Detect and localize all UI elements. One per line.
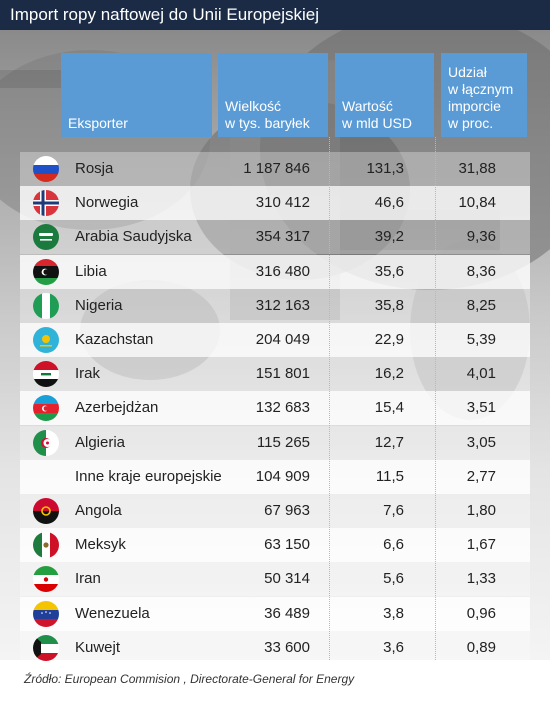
volume-value: 104 909 <box>255 467 310 485</box>
value-usd: 35,6 <box>374 262 404 280</box>
share-percent: 1,33 <box>466 570 496 588</box>
share-percent: 4,01 <box>466 365 496 383</box>
value-usd: 5,6 <box>383 570 404 588</box>
table-row: Meksyk 63 150 6,6 1,67 <box>20 528 530 563</box>
value-usd: 6,6 <box>383 536 404 554</box>
kuwait-flag-icon <box>33 634 59 661</box>
value-usd: 22,9 <box>374 331 404 348</box>
saudi-arabia-flag-icon <box>33 224 59 251</box>
volume-value: 1 187 846 <box>243 160 310 177</box>
norway-flag-icon <box>33 190 59 217</box>
table-row: Kuwejt 33 600 3,6 0,89 <box>20 630 530 665</box>
column-divider <box>329 137 330 660</box>
share-percent: 3,51 <box>466 399 496 417</box>
country-name: Azerbejdżan <box>75 399 159 417</box>
table-row: Norwegia 310 412 46,6 10,84 <box>20 186 530 221</box>
share-percent: 2,77 <box>466 467 496 485</box>
volume-value: 312 163 <box>255 296 310 314</box>
table-row: Libia 316 480 35,6 8,36 <box>20 254 530 289</box>
header-value: Wartość w mld USD <box>335 53 434 137</box>
header-exporter: Eksporter <box>61 53 212 137</box>
volume-value: 63 150 <box>264 536 310 554</box>
share-percent: 8,25 <box>466 296 496 314</box>
iran-flag-icon <box>33 566 59 593</box>
table-row: Kazachstan 204 049 22,9 5,39 <box>20 323 530 357</box>
share-percent: 3,05 <box>466 433 496 451</box>
header-share: Udział w łącznym imporcie w proc. <box>441 53 527 137</box>
angola-flag-icon <box>33 498 59 524</box>
chart-title: Import ropy naftowej do Unii Europejskie… <box>0 0 550 30</box>
country-name: Algieria <box>75 433 126 451</box>
country-name: Arabia Saudyjska <box>75 228 192 246</box>
share-percent: 0,89 <box>466 638 496 656</box>
source-note: Źródło: European Commision , Directorate… <box>24 672 355 686</box>
value-usd: 3,8 <box>383 604 404 622</box>
value-usd: 39,2 <box>374 228 404 246</box>
table-row: Arabia Saudyjska 354 317 39,2 9,36 <box>20 220 530 255</box>
kazakhstan-flag-icon <box>33 327 59 353</box>
venezuela-flag-icon <box>33 600 59 627</box>
volume-value: 310 412 <box>255 194 310 212</box>
country-name: Iran <box>75 570 101 588</box>
iraq-flag-icon <box>33 361 59 388</box>
nigeria-flag-icon <box>33 292 59 319</box>
volume-value: 115 265 <box>256 433 310 451</box>
mexico-flag-icon <box>33 532 59 559</box>
value-usd: 35,8 <box>374 296 404 314</box>
table-row: Wenezuela 36 489 3,8 0,96 <box>20 596 530 631</box>
share-percent: 1,67 <box>466 536 496 554</box>
country-name: Angola <box>75 502 122 519</box>
value-usd: 131,3 <box>366 160 404 177</box>
share-percent: 8,36 <box>466 262 496 280</box>
country-name: Norwegia <box>75 194 139 212</box>
volume-value: 67 963 <box>264 502 310 519</box>
country-name: Nigeria <box>75 296 123 314</box>
volume-value: 151 801 <box>255 365 310 383</box>
country-name: Irak <box>75 365 101 383</box>
share-percent: 10,84 <box>458 194 496 212</box>
volume-value: 50 314 <box>264 570 310 588</box>
libya-flag-icon <box>33 258 59 285</box>
share-percent: 1,80 <box>466 502 496 519</box>
value-usd: 12,7 <box>374 433 404 451</box>
country-name: Meksyk <box>75 536 126 554</box>
header-volume: Wielkość w tys. baryłek <box>218 53 328 137</box>
country-name: Kuwejt <box>75 638 121 656</box>
share-percent: 0,96 <box>466 604 496 622</box>
azerbaijan-flag-icon <box>33 395 59 422</box>
column-divider <box>435 137 436 660</box>
table-row: Nigeria 312 163 35,8 8,25 <box>20 288 530 323</box>
value-usd: 16,2 <box>374 365 404 383</box>
volume-value: 132 683 <box>255 399 310 417</box>
value-usd: 11,5 <box>375 467 404 485</box>
table-row: Algieria 115 265 12,7 3,05 <box>20 425 530 460</box>
share-percent: 9,36 <box>466 228 496 246</box>
value-usd: 3,6 <box>383 638 404 656</box>
table-row: Azerbejdżan 132 683 15,4 3,51 <box>20 391 530 426</box>
volume-value: 33 600 <box>264 638 310 656</box>
volume-value: 354 317 <box>255 228 310 246</box>
country-name: Kazachstan <box>75 331 154 348</box>
volume-value: 204 049 <box>255 331 310 348</box>
country-name: Inne kraje europejskie <box>75 467 222 485</box>
table-row: Irak 151 801 16,2 4,01 <box>20 357 530 392</box>
country-name: Wenezuela <box>75 604 150 622</box>
country-name: Libia <box>75 262 107 280</box>
value-usd: 7,6 <box>383 502 404 519</box>
value-usd: 15,4 <box>374 399 404 417</box>
table-row: Angola 67 963 7,6 1,80 <box>20 494 530 528</box>
table-row: Iran 50 314 5,6 1,33 <box>20 562 530 597</box>
value-usd: 46,6 <box>374 194 404 212</box>
table-row: Rosja 1 187 846 131,3 31,88 <box>20 152 530 186</box>
algeria-flag-icon <box>33 429 59 456</box>
volume-value: 36 489 <box>264 604 310 622</box>
table-row: Inne kraje europejskie 104 909 11,5 2,77 <box>20 459 530 494</box>
volume-value: 316 480 <box>255 262 310 280</box>
share-percent: 31,88 <box>458 160 496 177</box>
share-percent: 5,39 <box>466 331 496 348</box>
country-name: Rosja <box>75 160 114 177</box>
russia-flag-icon <box>33 156 59 182</box>
